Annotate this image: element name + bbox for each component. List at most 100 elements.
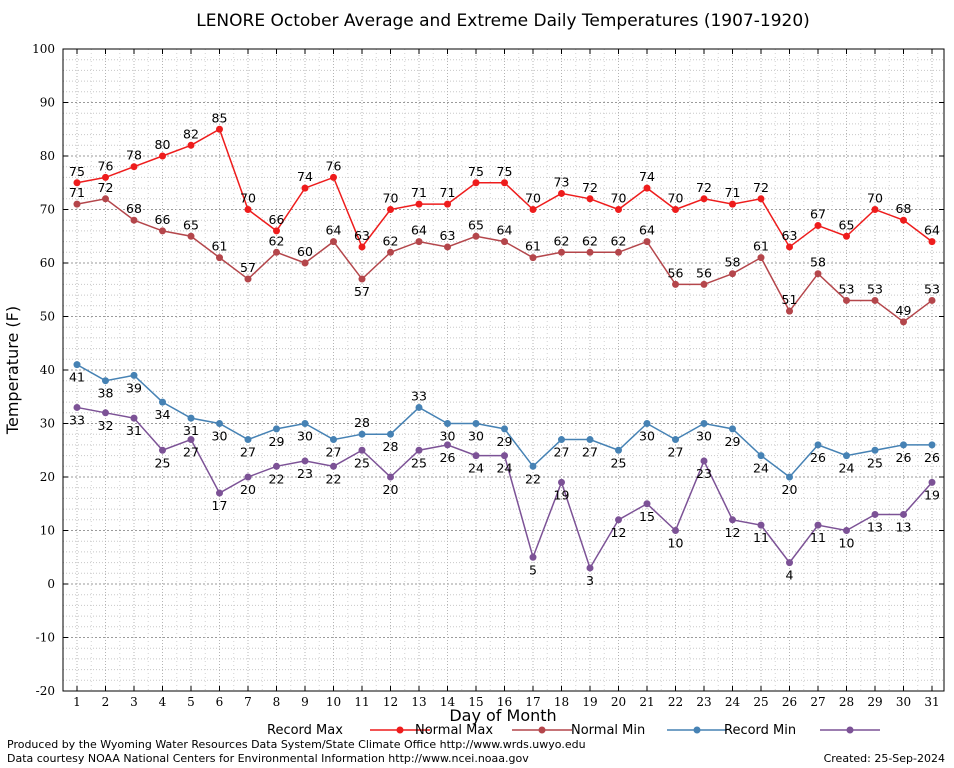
data-point (729, 200, 736, 208)
data-label: 13 (896, 519, 912, 534)
data-label: 3 (586, 573, 594, 588)
x-tick-label: 6 (216, 695, 224, 709)
data-label: 5 (529, 562, 537, 577)
data-point (472, 452, 480, 460)
x-tick-label: 7 (244, 695, 252, 709)
data-label: 68 (896, 201, 912, 216)
data-label: 67 (810, 207, 826, 222)
data-label: 25 (411, 455, 427, 470)
data-label: 23 (696, 466, 712, 481)
data-point (187, 436, 195, 444)
data-label: 24 (839, 461, 855, 476)
data-point (472, 420, 480, 427)
x-tick-label: 23 (696, 695, 711, 709)
data-point (501, 425, 508, 433)
legend-marker (846, 726, 854, 734)
data-point (472, 179, 480, 187)
footer-produced-by: Produced by the Wyoming Water Resources … (7, 738, 586, 751)
data-label: 12 (725, 525, 741, 540)
data-point (558, 189, 565, 197)
data-point (444, 441, 451, 449)
data-point (871, 206, 879, 213)
series-record-max: 75 76 78 80 82 85 70 66 74 76 63 70 71 71 75 75 70 73 72 70… (69, 110, 940, 251)
data-label: 62 (383, 233, 399, 248)
x-tick-label: 13 (411, 695, 426, 709)
data-label: 22 (326, 471, 342, 486)
data-point (729, 270, 736, 278)
data-label: 76 (326, 158, 342, 173)
data-point (73, 361, 81, 369)
data-label: 31 (183, 423, 199, 438)
data-point (301, 184, 309, 192)
data-label: 10 (668, 536, 684, 551)
data-point (130, 371, 138, 379)
x-tick-label: 19 (582, 695, 597, 709)
data-label: 74 (297, 169, 313, 184)
data-point (244, 206, 252, 213)
data-label: 57 (240, 260, 256, 275)
data-label: 27 (240, 445, 256, 460)
series-normal-min: 41 38 39 34 31 30 27 29 30 27 28 28 33 30 30 29 22 27 27 25… (69, 361, 940, 497)
data-label: 70 (383, 191, 399, 206)
x-tick-label: 2 (102, 695, 110, 709)
data-point (102, 173, 109, 181)
data-point (130, 163, 138, 171)
data-point (529, 206, 537, 213)
data-label: 38 (98, 386, 114, 401)
data-point (529, 462, 537, 470)
data-point (586, 195, 594, 203)
data-point (472, 232, 480, 240)
data-label: 71 (440, 185, 456, 200)
x-tick-label: 10 (326, 695, 341, 709)
data-label: 72 (98, 180, 114, 195)
data-label: 63 (782, 228, 798, 243)
data-point (643, 238, 651, 246)
data-point (73, 200, 81, 208)
x-tick-label: 14 (440, 695, 456, 709)
data-label: 41 (69, 370, 85, 385)
data-point (159, 152, 166, 160)
data-label: 62 (554, 233, 570, 248)
data-label: 20 (782, 482, 798, 497)
data-label: 63 (440, 228, 456, 243)
data-point (615, 206, 622, 213)
legend-label: Normal Min (571, 723, 645, 738)
x-tick-label: 28 (839, 695, 854, 709)
legend-item: Normal Max (415, 723, 572, 738)
data-point (672, 527, 679, 534)
data-label: 30 (440, 429, 456, 444)
data-label: 72 (753, 180, 769, 195)
data-point (130, 216, 138, 224)
data-point (786, 473, 793, 481)
data-label: 62 (582, 233, 598, 248)
data-point (871, 446, 879, 454)
x-tick-label: 5 (187, 695, 195, 709)
data-point (415, 238, 423, 246)
data-point (187, 414, 195, 422)
data-label: 33 (69, 412, 85, 427)
data-label: 70 (867, 191, 883, 206)
x-tick-label: 29 (867, 695, 882, 709)
data-label: 27 (554, 445, 570, 460)
data-label: 64 (639, 223, 655, 238)
data-label: 26 (924, 450, 940, 465)
data-point (814, 222, 822, 230)
data-point (615, 248, 622, 256)
data-point (643, 420, 651, 427)
data-point (216, 420, 223, 427)
x-tick-label: 30 (896, 695, 911, 709)
data-point (387, 473, 394, 481)
data-label: 24 (468, 461, 484, 476)
data-label: 66 (155, 212, 171, 227)
data-label: 70 (525, 191, 541, 206)
data-label: 56 (696, 265, 712, 280)
data-label: 61 (525, 239, 541, 254)
data-point (159, 398, 166, 406)
data-point (558, 478, 565, 486)
data-point (586, 248, 594, 256)
data-point (415, 403, 423, 411)
data-label: 20 (240, 482, 256, 497)
data-label: 11 (753, 530, 769, 545)
data-label: 25 (354, 455, 370, 470)
data-label: 30 (468, 429, 484, 444)
